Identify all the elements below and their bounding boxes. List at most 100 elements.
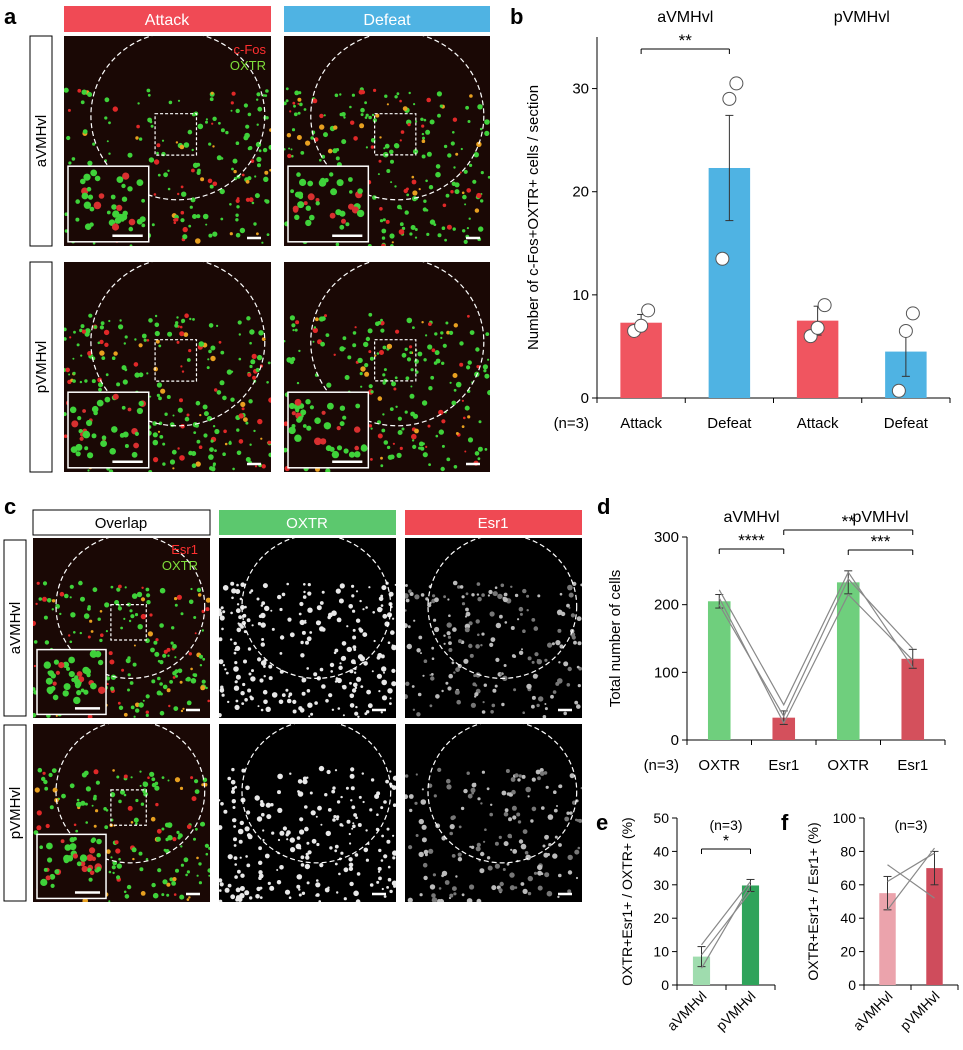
y-tick-label: 100 [654,664,679,681]
data-point [905,306,920,321]
x-tick-label: aVMHvl [664,988,710,1034]
micrograph-defeat-pvmhvl [284,262,490,472]
x-tick-label: Attack [620,415,662,432]
data-point [810,320,825,335]
row-label-box-c-pvmhvl [3,724,27,902]
y-tick-label: 0 [848,977,856,993]
panel-label-f: f [781,810,789,835]
micrograph-esr1-avmhvl [405,538,582,718]
region-outline [427,538,578,679]
x-tick-label: pVMHvl [897,988,943,1034]
panel-label-b: b [510,4,523,29]
x-tick-label: Esr1 [897,757,928,774]
x-tick-label: Defeat [707,415,752,432]
zoom-roi-box [154,339,198,382]
legend-oxtr-c: OXTR [162,558,198,573]
row-label-box-c-avmhvl [3,539,27,717]
y-axis-label: OXTR+Esr1+ / Esr1+ (%) [805,822,821,980]
y-tick-label: 50 [653,810,669,826]
zoom-roi-box [154,113,198,156]
row-label-avmhvl: aVMHvl [33,115,50,168]
y-tick-label: 0 [671,732,679,749]
region-outline [310,36,485,201]
x-tick-label: Esr1 [768,757,799,774]
significance-label: *** [871,532,891,551]
row-label-pvmhvl: pVMHvl [33,341,50,394]
data-point [898,323,913,338]
bar-pvmhvl [926,868,943,985]
zoom-roi-box [110,789,147,826]
group-label: pVMHvl [852,509,908,526]
legend-oxtr: OXTR [230,58,266,73]
region-outline [90,36,266,201]
y-tick-label: 40 [840,910,856,926]
panel-a: Attack Defeat aVMHvl pVMHvl c-Fos OXTR [29,6,490,473]
oxtr-header-box [219,510,396,535]
bar-attack [620,322,662,398]
y-tick-label: 20 [840,944,856,960]
y-tick-label: 0 [661,977,669,993]
attack-header-box [64,6,271,32]
n-label: (n=3) [709,817,742,833]
micrograph-defeat-avmhvl [284,36,490,246]
zoom-roi-box [374,339,417,382]
region-outline [55,538,206,679]
bar-oxtr [707,601,731,740]
row-label-c-avmhvl: aVMHvl [7,602,24,655]
x-tick-label: OXTR [827,757,869,774]
micrograph-overlap-avmhvl [33,538,210,718]
region-outline [427,724,578,864]
row-label-box-avmhvl [29,35,53,247]
group-label: aVMHvl [723,509,779,526]
y-tick-label: 30 [572,81,589,98]
bar-pvmhvl [741,885,760,985]
region-outline [310,262,485,427]
data-point [891,383,906,398]
bar-esr1 [772,717,796,740]
legend-esr1: Esr1 [171,542,198,557]
data-point [641,303,656,318]
significance-label: ** [842,512,856,531]
n-label: (n=3) [554,415,589,432]
overlap-header-label: Overlap [95,515,148,532]
micrograph-overlap-pvmhvl [33,724,210,902]
subject-line [700,884,752,969]
defeat-header-box [284,6,490,32]
inset-box [67,165,150,243]
y-tick-label: 300 [654,529,679,546]
chart-f: 0 20 40 60 80 100 aVMHvl pVMHvl (n=3) OXTR+Esr1+ … [805,810,959,1034]
subject-line [718,570,914,707]
micrograph-oxtr-avmhvl [219,538,396,718]
row-label-c-pvmhvl: pVMHvl [7,787,24,840]
panel-label-c: c [4,494,16,519]
panel-label-d: d [597,494,610,519]
zoom-roi-box [374,113,417,156]
region-outline [55,724,206,864]
y-tick-label: 10 [572,287,589,304]
y-tick-label: 60 [840,877,856,893]
micrograph-attack-avmhvl [64,36,271,246]
subject-line [701,881,751,946]
significance-label: **** [738,531,765,550]
y-axis-label: Total number of cells [607,570,624,708]
micrograph-oxtr-pvmhvl [219,724,396,902]
group-label: aVMHvl [657,9,713,26]
overlap-header-box [32,509,211,536]
esr1-header-label: Esr1 [478,515,509,532]
attack-header-label: Attack [145,12,190,29]
subject-line [701,891,751,956]
data-point [722,91,737,106]
group-label: pVMHvl [834,9,890,26]
panel-c: Overlap OXTR Esr1 aVMHvl pVMHvl Esr1 OXT… [3,509,582,902]
oxtr-header-label: OXTR [286,515,328,532]
bar-oxtr [836,582,860,740]
x-tick-label: pVMHvl [713,988,759,1034]
region-outline [90,262,266,427]
y-tick-label: 30 [653,877,669,893]
bar-avmhvl [879,893,896,985]
y-axis-label: OXTR+Esr1+ / OXTR+ (%) [619,817,635,985]
panel-label-a: a [4,4,17,29]
y-tick-label: 200 [654,597,679,614]
x-tick-label: OXTR [698,757,740,774]
